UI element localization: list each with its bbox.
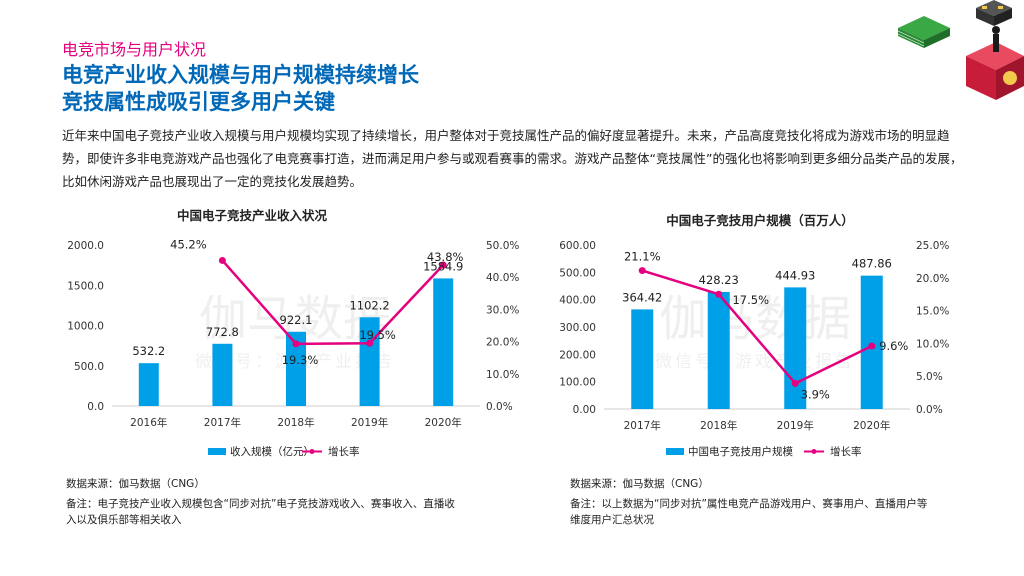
y2-tick-label: 40.0%: [486, 272, 519, 284]
x-tick-label: 2017年: [204, 416, 241, 429]
y-tick-label: 500.0: [74, 361, 104, 373]
growth-point: [715, 290, 723, 298]
legend-bar-swatch: [666, 448, 684, 455]
growth-point: [218, 256, 226, 264]
growth-data-label: 9.6%: [879, 339, 908, 353]
page-headline: 电竞产业收入规模与用户规模持续增长 竞技属性成吸引更多用户关键: [62, 62, 419, 116]
x-tick-label: 2019年: [777, 419, 814, 432]
legend: 收入规模（亿元） 增长率: [208, 445, 360, 458]
legend-line-label: 增长率: [830, 445, 862, 458]
bar-data-label: 444.93: [775, 268, 815, 282]
growth-data-label: 19.3%: [282, 353, 319, 367]
legend-bar-label: 中国电子竞技用户规模: [688, 445, 793, 458]
y-tick-label: 300.00: [559, 322, 596, 334]
remark-line-2: 入以及俱乐部等相关收入: [66, 514, 182, 526]
bar-data-label: 487.86: [852, 257, 892, 271]
y2-tick-label: 5.0%: [916, 371, 943, 383]
y2-tick-label: 0.0%: [486, 401, 513, 413]
legend-bar-label: 收入规模（亿元）: [230, 445, 314, 458]
notes-left: 数据来源：伽马数据（CNG） 备注：电子竞技产业收入规模包含“同步对抗”电子竞技…: [66, 476, 506, 528]
users-chart-title: 中国电子竞技用户规模（百万人）: [666, 213, 854, 228]
revenue-chart-title: 中国电子竞技产业收入状况: [177, 208, 328, 223]
notes-right: 数据来源：伽马数据（CNG） 备注：以上数据为“同步对抗”属性电竞产品游戏用户、…: [570, 476, 990, 528]
y-tick-label: 1000.0: [67, 321, 104, 333]
y-tick-label: 0.00: [573, 404, 596, 416]
bar-data-label: 364.42: [622, 290, 662, 304]
remark-line-2: 维度用户汇总状况: [570, 514, 654, 526]
bar-data-label: 922.1: [280, 313, 313, 327]
growth-data-label: 17.5%: [732, 293, 769, 307]
revenue-chart: 中国电子竞技产业收入状况 伽马数据 微信号：游戏产业报告 0.0500.0100…: [67, 208, 519, 458]
y-tick-label: 600.00: [559, 240, 596, 252]
section-title: 电竞市场与用户状况: [62, 40, 207, 59]
growth-data-label: 45.2%: [170, 237, 207, 251]
bar: [433, 278, 454, 406]
y2-tick-label: 20.0%: [486, 337, 519, 349]
bar: [138, 363, 159, 406]
isometric-illustration-icon: [897, 0, 1024, 100]
growth-data-label: 43.8%: [427, 250, 464, 264]
growth-data-label: 19.5%: [359, 328, 396, 342]
y2-tick-label: 30.0%: [486, 304, 519, 316]
users-chart: 中国电子竞技用户规模（百万人） 伽马数据 微信号：游戏产业报告 0.00100.…: [559, 213, 949, 458]
growth-point: [868, 342, 876, 350]
y2-tick-label: 25.0%: [916, 240, 949, 252]
y-tick-label: 200.00: [559, 349, 596, 361]
source-note: 数据来源：伽马数据（CNG）: [570, 478, 709, 490]
growth-data-label: 3.9%: [801, 387, 830, 401]
growth-line: [221, 259, 445, 346]
growth-point: [638, 267, 646, 275]
y2-tick-label: 20.0%: [916, 273, 949, 285]
bar-data-label: 532.2: [132, 344, 165, 358]
x-tick-label: 2016年: [130, 416, 167, 429]
growth-data-label: 21.1%: [624, 250, 661, 264]
bar: [212, 343, 233, 406]
legend-line-marker: [309, 449, 315, 454]
growth-point: [366, 339, 374, 347]
bar-data-label: 772.8: [206, 325, 239, 339]
x-tick-label: 2018年: [700, 419, 737, 432]
bar: [707, 291, 730, 409]
headline-line-1: 电竞产业收入规模与用户规模持续增长: [62, 63, 419, 87]
x-tick-label: 2017年: [624, 419, 661, 432]
x-tick-label: 2018年: [277, 416, 314, 429]
legend: 中国电子竞技用户规模 增长率: [666, 445, 862, 458]
bar: [860, 275, 883, 409]
bar: [286, 331, 306, 406]
y-tick-label: 100.00: [559, 377, 596, 389]
y2-tick-label: 10.0%: [916, 338, 949, 350]
y2-tick-label: 10.0%: [486, 369, 519, 381]
y2-tick-label: 15.0%: [916, 306, 949, 318]
y-tick-label: 1500.0: [67, 280, 104, 292]
remark-line-1: 备注：以上数据为“同步对抗”属性电竞产品游戏用户、赛事用户、直播用户等: [570, 498, 928, 510]
growth-point: [292, 340, 300, 348]
y2-tick-label: 50.0%: [486, 240, 519, 252]
y2-tick-label: 0.0%: [916, 404, 943, 416]
bar: [631, 309, 654, 409]
x-tick-label: 2020年: [853, 419, 890, 432]
source-note: 数据来源：伽马数据（CNG）: [66, 478, 205, 490]
growth-line: [641, 269, 873, 385]
y-tick-label: 0.0: [87, 401, 104, 413]
headline-line-2: 竞技属性成吸引更多用户关键: [62, 90, 335, 114]
bar-data-label: 1584.9: [423, 259, 463, 273]
bar-data-label: 1102.2: [349, 298, 389, 312]
intro-paragraph: 近年来中国电子竞技产业收入规模与用户规模均实现了持续增长，用户整体对于竞技属性产…: [62, 128, 963, 189]
y-tick-label: 2000.0: [67, 240, 104, 252]
legend-line-marker: [811, 449, 817, 454]
y-tick-label: 400.00: [559, 295, 596, 307]
growth-point: [791, 379, 799, 387]
growth-point: [439, 261, 447, 269]
legend-bar-swatch: [208, 448, 226, 455]
x-tick-label: 2019年: [351, 416, 388, 429]
legend-line-label: 增长率: [328, 445, 360, 458]
bar-data-label: 428.23: [699, 273, 739, 287]
x-tick-label: 2020年: [425, 416, 462, 429]
remark-line-1: 备注：电子竞技产业收入规模包含“同步对抗”电子竞技游戏收入、赛事收入、直播收: [66, 498, 455, 510]
y-tick-label: 500.00: [559, 267, 596, 279]
